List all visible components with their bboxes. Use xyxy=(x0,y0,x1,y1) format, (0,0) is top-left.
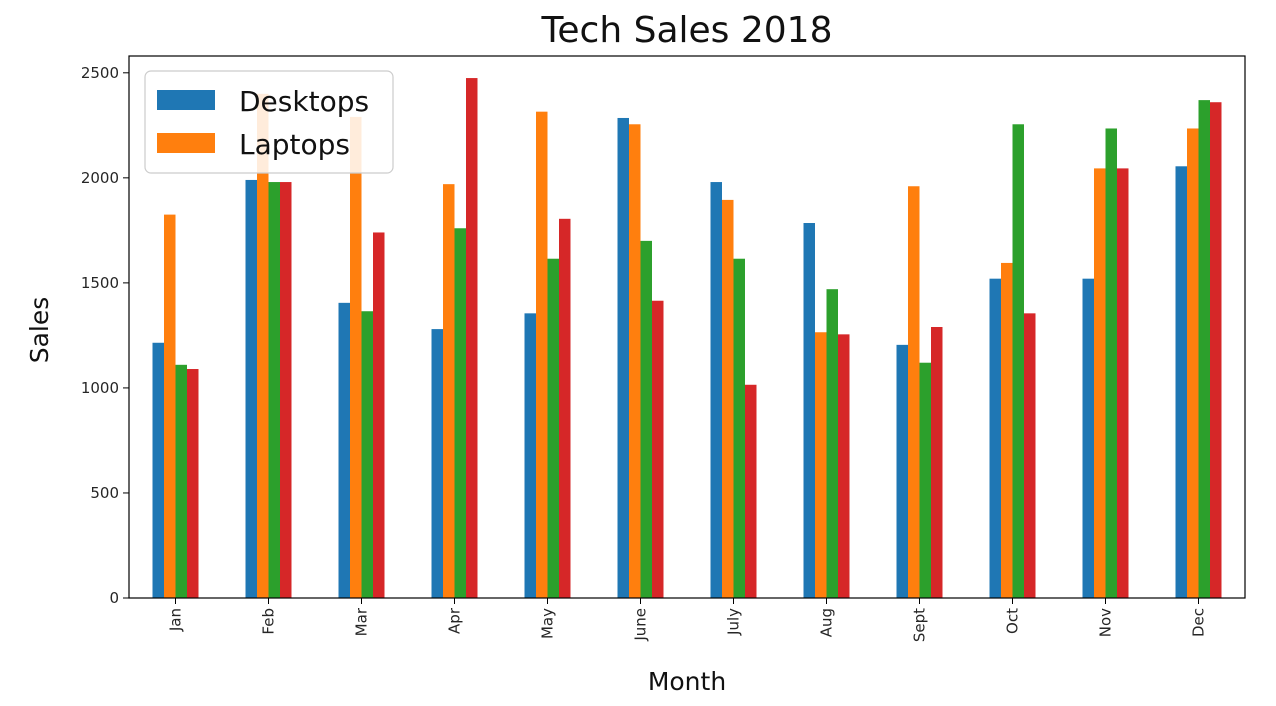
bar-series-2-nov xyxy=(1105,128,1117,599)
bar-series-2-may xyxy=(547,258,559,598)
legend-label-desktops: Desktops xyxy=(239,85,369,118)
y-tick-label: 1500 xyxy=(81,274,119,292)
bar-series-2-june xyxy=(640,240,652,598)
bar-series-2-feb xyxy=(268,182,280,599)
bar-series-2-sept xyxy=(919,362,931,598)
bar-series-2-apr xyxy=(454,228,466,598)
bar-series-0-nov xyxy=(1082,278,1094,598)
bar-series-1-jan xyxy=(164,214,176,599)
x-tick-label: Oct xyxy=(1004,608,1022,634)
y-axis-title: Sales xyxy=(25,297,54,364)
bar-series-0-aug xyxy=(803,223,815,598)
bar-series-1-july xyxy=(722,199,734,598)
bar-series-0-mar xyxy=(338,302,350,598)
y-tick-label: 0 xyxy=(109,589,119,607)
x-tick-label: Dec xyxy=(1190,608,1208,637)
bar-series-2-aug xyxy=(826,289,838,598)
legend: Desktops Laptops xyxy=(144,70,394,174)
y-axis: 0 500 1000 1500 2000 2500 xyxy=(81,64,129,607)
bar-series-1-oct xyxy=(1001,262,1013,598)
bar-series-2-mar xyxy=(361,311,373,598)
x-axis: Jan Feb Mar Apr May June July Aug Sept Oct Nov Dec xyxy=(167,598,1208,642)
bar-series-1-nov xyxy=(1094,168,1106,598)
x-tick-label: Apr xyxy=(446,607,464,634)
bar-series-3-may xyxy=(559,218,571,598)
bar-series-1-feb xyxy=(257,93,269,598)
y-tick-label: 1000 xyxy=(81,379,119,397)
bar-series-1-dec xyxy=(1187,128,1199,599)
legend-label-laptops: Laptops xyxy=(239,128,350,161)
bar-series-3-aug xyxy=(838,334,850,598)
bar-series-3-apr xyxy=(466,78,478,598)
x-tick-label: July xyxy=(725,608,743,636)
bar-series-3-jan xyxy=(187,369,199,598)
bar-series-0-oct xyxy=(989,278,1001,598)
bar-series-1-apr xyxy=(443,184,455,598)
x-tick-label: May xyxy=(539,608,557,639)
bar-series-1-aug xyxy=(815,332,827,598)
bars-layer xyxy=(152,78,1222,599)
x-tick-label: Feb xyxy=(260,608,278,635)
bar-series-0-june xyxy=(617,117,629,598)
bar-series-2-oct xyxy=(1012,124,1024,598)
legend-swatch-desktops xyxy=(157,90,215,110)
y-tick-label: 500 xyxy=(90,484,119,502)
x-axis-title: Month xyxy=(648,667,726,696)
bar-series-0-sept xyxy=(896,344,908,598)
bar-series-3-nov xyxy=(1117,168,1129,598)
bar-series-0-july xyxy=(710,182,722,599)
bar-series-0-jan xyxy=(152,342,164,598)
bar-series-0-apr xyxy=(431,329,443,598)
bar-series-3-july xyxy=(745,384,757,598)
bar-series-3-oct xyxy=(1024,313,1036,598)
bar-series-2-jan xyxy=(175,364,187,598)
bar-series-3-dec xyxy=(1210,102,1222,598)
bar-series-0-feb xyxy=(245,179,257,598)
legend-swatch-laptops xyxy=(157,133,215,153)
bar-series-1-june xyxy=(629,124,641,598)
x-tick-label: Sept xyxy=(911,608,929,642)
y-tick-label: 2000 xyxy=(81,169,119,187)
bar-series-1-mar xyxy=(350,116,362,599)
plot-frame xyxy=(128,55,1246,599)
bar-series-3-mar xyxy=(373,232,385,598)
x-tick-label: Nov xyxy=(1097,608,1115,637)
chart-title: Tech Sales 2018 xyxy=(541,10,833,51)
x-tick-label: Mar xyxy=(353,607,371,636)
bar-series-2-dec xyxy=(1198,100,1210,599)
bar-series-0-dec xyxy=(1175,166,1187,599)
y-tick-label: 2500 xyxy=(81,64,119,82)
bar-series-2-july xyxy=(733,258,745,598)
bar-series-3-june xyxy=(652,300,664,598)
bar-series-3-sept xyxy=(931,327,943,598)
bar-series-1-may xyxy=(536,111,548,599)
bar-series-1-sept xyxy=(908,186,920,598)
x-tick-label: Aug xyxy=(818,608,836,637)
bar-series-0-may xyxy=(524,313,536,598)
bar-series-3-feb xyxy=(280,182,292,599)
x-tick-label: June xyxy=(632,608,650,642)
x-tick-label: Jan xyxy=(167,608,185,632)
